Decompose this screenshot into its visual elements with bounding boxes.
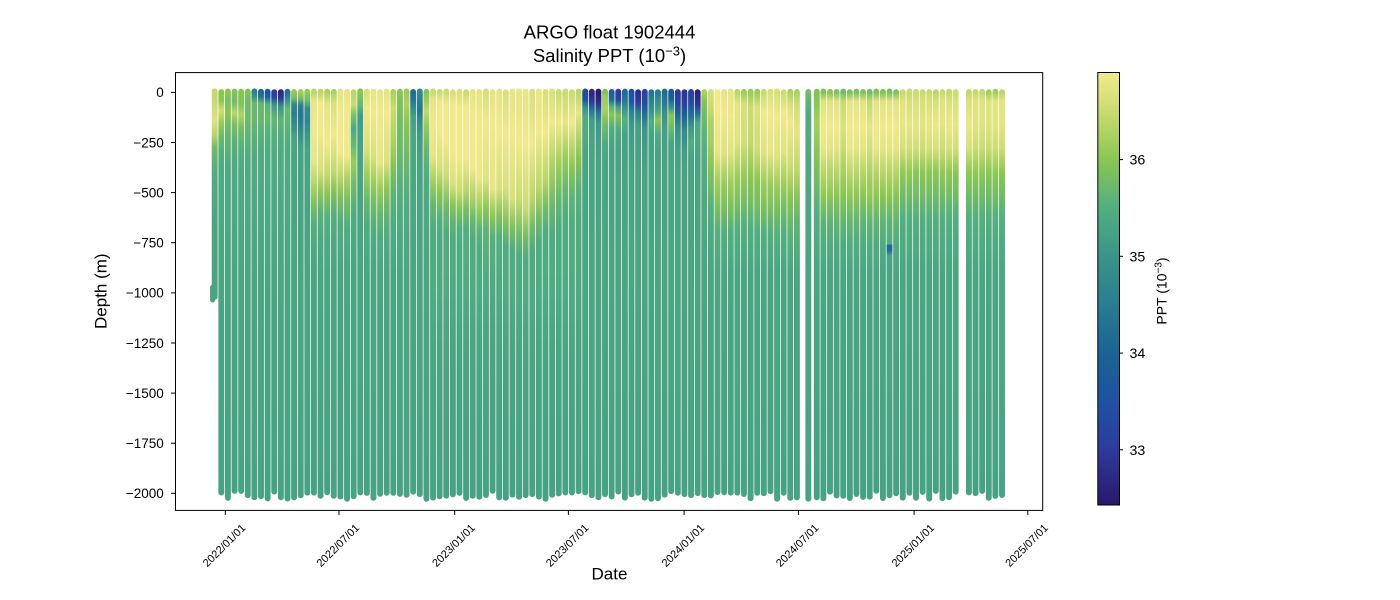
svg-text:−2000: −2000: [126, 486, 164, 501]
svg-text:34: 34: [1130, 346, 1146, 362]
svg-text:−250: −250: [133, 135, 163, 150]
svg-text:ARGO float 1902444: ARGO float 1902444: [524, 22, 696, 43]
svg-text:Date: Date: [592, 565, 628, 584]
svg-text:−500: −500: [133, 185, 163, 200]
svg-text:36: 36: [1130, 153, 1146, 169]
svg-text:−1500: −1500: [126, 386, 164, 401]
svg-text:33: 33: [1130, 443, 1146, 459]
svg-text:Salinity PPT (10−3): Salinity PPT (10−3): [533, 44, 686, 67]
svg-text:−1000: −1000: [126, 286, 164, 301]
svg-text:−1250: −1250: [126, 336, 164, 351]
svg-text:0: 0: [156, 85, 164, 100]
svg-text:PPT (10−3): PPT (10−3): [1154, 257, 1170, 324]
svg-text:−1750: −1750: [126, 436, 164, 451]
svg-text:35: 35: [1130, 249, 1146, 265]
svg-text:Depth (m): Depth (m): [91, 253, 110, 329]
svg-text:−750: −750: [133, 236, 163, 251]
